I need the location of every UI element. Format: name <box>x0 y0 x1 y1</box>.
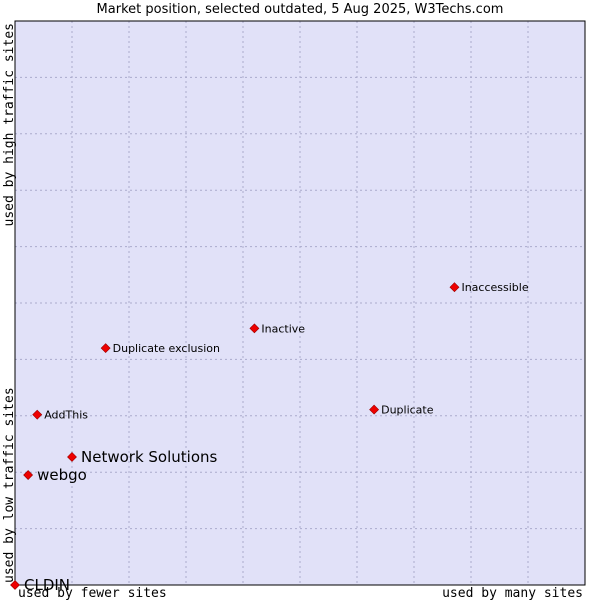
point-label: Duplicate <box>381 404 434 417</box>
grid-lines <box>15 21 585 585</box>
point-label: webgo <box>37 466 87 484</box>
point-marker <box>100 343 111 354</box>
data-point: AddThis <box>32 409 88 422</box>
data-points: Inaccessible Inactive Duplicate exclusion D… <box>10 281 529 594</box>
point-marker <box>67 452 77 462</box>
point-label: CLDIN <box>24 576 70 594</box>
point-label: Duplicate exclusion <box>113 342 220 355</box>
chart-title: Market position, selected outdated, 5 Au… <box>96 2 504 17</box>
point-label: Network Solutions <box>81 448 218 466</box>
data-point: CLDIN <box>10 576 70 594</box>
data-point: Network Solutions <box>67 448 218 466</box>
y-axis-label-high: used by high traffic sites <box>2 23 17 227</box>
data-point: Duplicate exclusion <box>100 342 220 355</box>
point-label: Inactive <box>261 322 305 335</box>
point-label: Inaccessible <box>461 281 528 294</box>
plot-border <box>14 20 586 586</box>
point-marker <box>23 470 34 480</box>
data-point: Inactive <box>249 322 305 335</box>
data-point: webgo <box>23 466 87 484</box>
y-axis-label-low: used by low traffic sites <box>2 387 17 583</box>
x-axis-label-high: used by many sites <box>442 586 583 600</box>
data-point: Inaccessible <box>449 281 529 294</box>
point-marker <box>249 323 260 334</box>
point-marker <box>32 409 43 420</box>
data-point: Duplicate <box>369 404 434 417</box>
point-marker <box>10 580 20 590</box>
x-axis-label-low: used by fewer sites <box>18 586 167 600</box>
point-marker <box>369 404 380 415</box>
point-marker <box>449 282 460 293</box>
point-label: AddThis <box>44 409 88 422</box>
